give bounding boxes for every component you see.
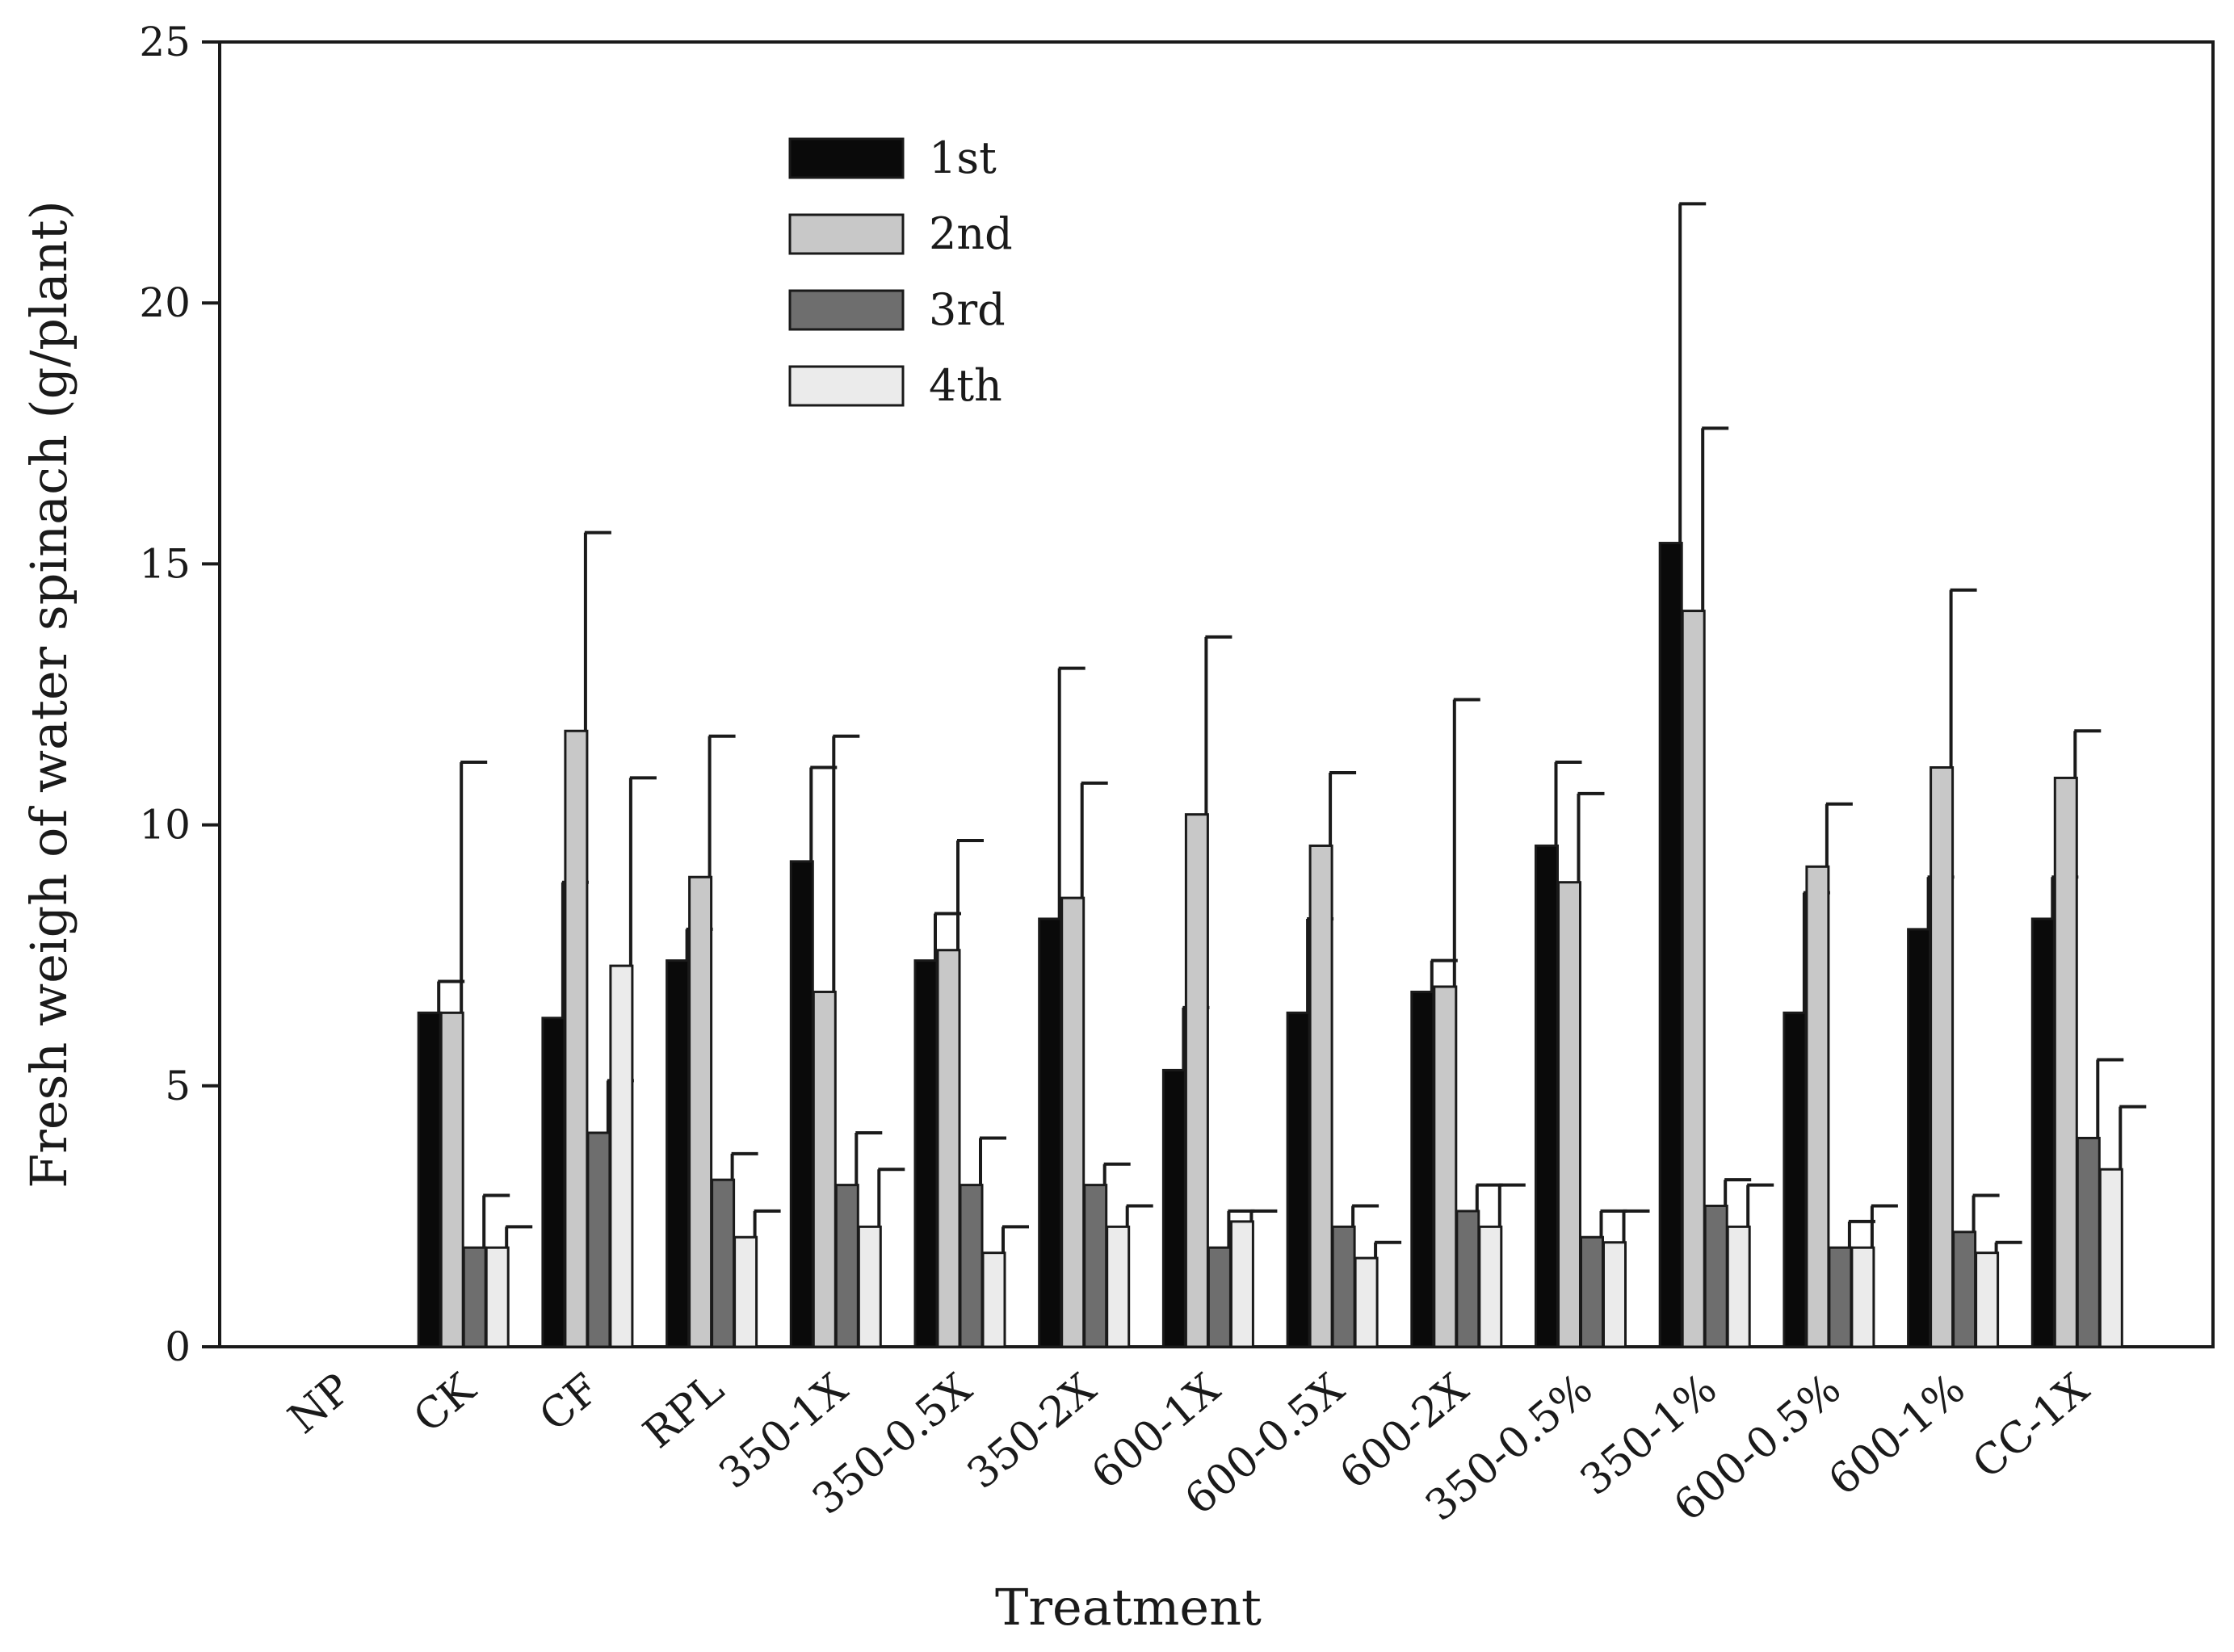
bar <box>1535 844 1559 1348</box>
y-axis-title: Fresh weigh of water spinach (g/plant) <box>19 200 78 1189</box>
bar <box>1331 1225 1356 1348</box>
bar <box>959 1184 984 1348</box>
x-tick-label: 600-1% <box>1820 1365 1974 1505</box>
x-tick-label: RPL <box>635 1365 733 1458</box>
legend-swatch <box>788 213 905 255</box>
x-tick-label: 350-2X <box>959 1365 1106 1499</box>
bar <box>1580 1235 1604 1348</box>
y-tick-label: 25 <box>139 19 191 65</box>
bar <box>1433 985 1458 1348</box>
y-tick-label: 10 <box>139 802 191 849</box>
x-tick-label: NP <box>279 1365 360 1444</box>
legend-label: 2nd <box>929 208 1013 259</box>
bar <box>1083 1184 1108 1348</box>
bar <box>1184 813 1209 1348</box>
bar <box>1658 542 1683 1348</box>
bar <box>834 1184 859 1348</box>
bar <box>1060 896 1086 1348</box>
bar <box>1286 1011 1311 1348</box>
bar <box>1681 610 1706 1348</box>
bar <box>1410 990 1435 1348</box>
y-tick-label: 0 <box>165 1323 191 1370</box>
bar <box>733 1235 758 1348</box>
bar <box>1557 881 1581 1348</box>
bar <box>1354 1256 1379 1348</box>
y-tick-label: 15 <box>139 540 191 587</box>
bar <box>1308 844 1333 1348</box>
bar <box>981 1252 1006 1348</box>
bar <box>711 1178 736 1348</box>
bar <box>1602 1241 1627 1348</box>
bar <box>541 1017 566 1348</box>
bar <box>439 1011 464 1348</box>
bar <box>564 729 589 1348</box>
bar <box>485 1246 510 1348</box>
bar <box>2053 776 2078 1348</box>
bar <box>2098 1168 2123 1348</box>
bar <box>1805 865 1830 1348</box>
bar <box>1106 1225 1131 1348</box>
y-tick-label: 20 <box>139 279 191 326</box>
x-tick-label: CF <box>531 1365 609 1441</box>
x-tick-label: CK <box>405 1364 485 1442</box>
bar <box>609 964 634 1348</box>
bar <box>417 1011 442 1348</box>
bar <box>1952 1231 1977 1348</box>
bar <box>1930 765 1955 1348</box>
legend-label: 3rd <box>929 284 1006 335</box>
bar <box>2076 1136 2101 1348</box>
bar <box>1726 1225 1751 1348</box>
bar <box>1907 928 1932 1348</box>
x-axis-title: Treatment <box>995 1578 1262 1637</box>
bar <box>1703 1204 1728 1348</box>
bar <box>913 959 939 1348</box>
bar <box>789 860 814 1348</box>
y-tick-label: 5 <box>165 1063 191 1109</box>
bar <box>688 875 713 1348</box>
bar <box>1207 1246 1232 1348</box>
bar <box>857 1225 882 1348</box>
bar <box>1975 1252 2000 1348</box>
bar <box>1229 1220 1254 1348</box>
bar <box>1478 1225 1503 1348</box>
bar <box>936 949 961 1348</box>
legend-label: 1st <box>929 132 997 183</box>
bar <box>666 959 691 1348</box>
bar <box>2030 917 2056 1348</box>
bar <box>586 1131 611 1348</box>
bar <box>1161 1068 1186 1348</box>
legend-swatch <box>788 289 905 331</box>
bar <box>1828 1246 1853 1348</box>
bar <box>1783 1011 1808 1348</box>
bar <box>1850 1246 1875 1348</box>
bar <box>1038 917 1063 1348</box>
legend-label: 4th <box>929 360 1002 411</box>
legend-swatch <box>788 137 905 179</box>
bar <box>812 990 837 1348</box>
bar <box>462 1246 487 1348</box>
legend-swatch <box>788 365 905 407</box>
x-tick-label: CC-1X <box>1963 1365 2098 1488</box>
bar <box>1455 1210 1480 1348</box>
